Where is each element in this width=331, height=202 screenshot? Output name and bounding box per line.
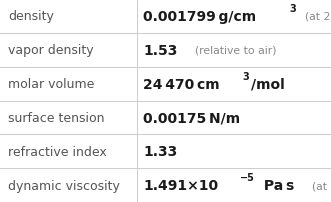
Text: −5: −5 <box>240 172 255 182</box>
Text: 3: 3 <box>242 71 249 81</box>
Text: surface tension: surface tension <box>8 111 105 124</box>
Text: 0.001799 g/cm: 0.001799 g/cm <box>143 10 257 24</box>
Text: 1.33: 1.33 <box>143 145 178 158</box>
Text: 1.491×10: 1.491×10 <box>143 178 218 192</box>
Text: 0.00175 N/m: 0.00175 N/m <box>143 111 241 125</box>
Text: vapor density: vapor density <box>8 44 94 57</box>
Text: 24 470 cm: 24 470 cm <box>143 77 220 91</box>
Text: 1.53: 1.53 <box>143 44 178 57</box>
Text: (at 25 °C): (at 25 °C) <box>298 12 331 22</box>
Text: (at 25 °C): (at 25 °C) <box>305 180 331 190</box>
Text: (relative to air): (relative to air) <box>188 45 276 56</box>
Text: /mol: /mol <box>251 77 285 91</box>
Text: dynamic viscosity: dynamic viscosity <box>8 179 120 192</box>
Text: density: density <box>8 10 54 23</box>
Text: refractive index: refractive index <box>8 145 107 158</box>
Text: molar volume: molar volume <box>8 78 94 91</box>
Text: 3: 3 <box>289 4 296 14</box>
Text: Pa s: Pa s <box>260 178 295 192</box>
